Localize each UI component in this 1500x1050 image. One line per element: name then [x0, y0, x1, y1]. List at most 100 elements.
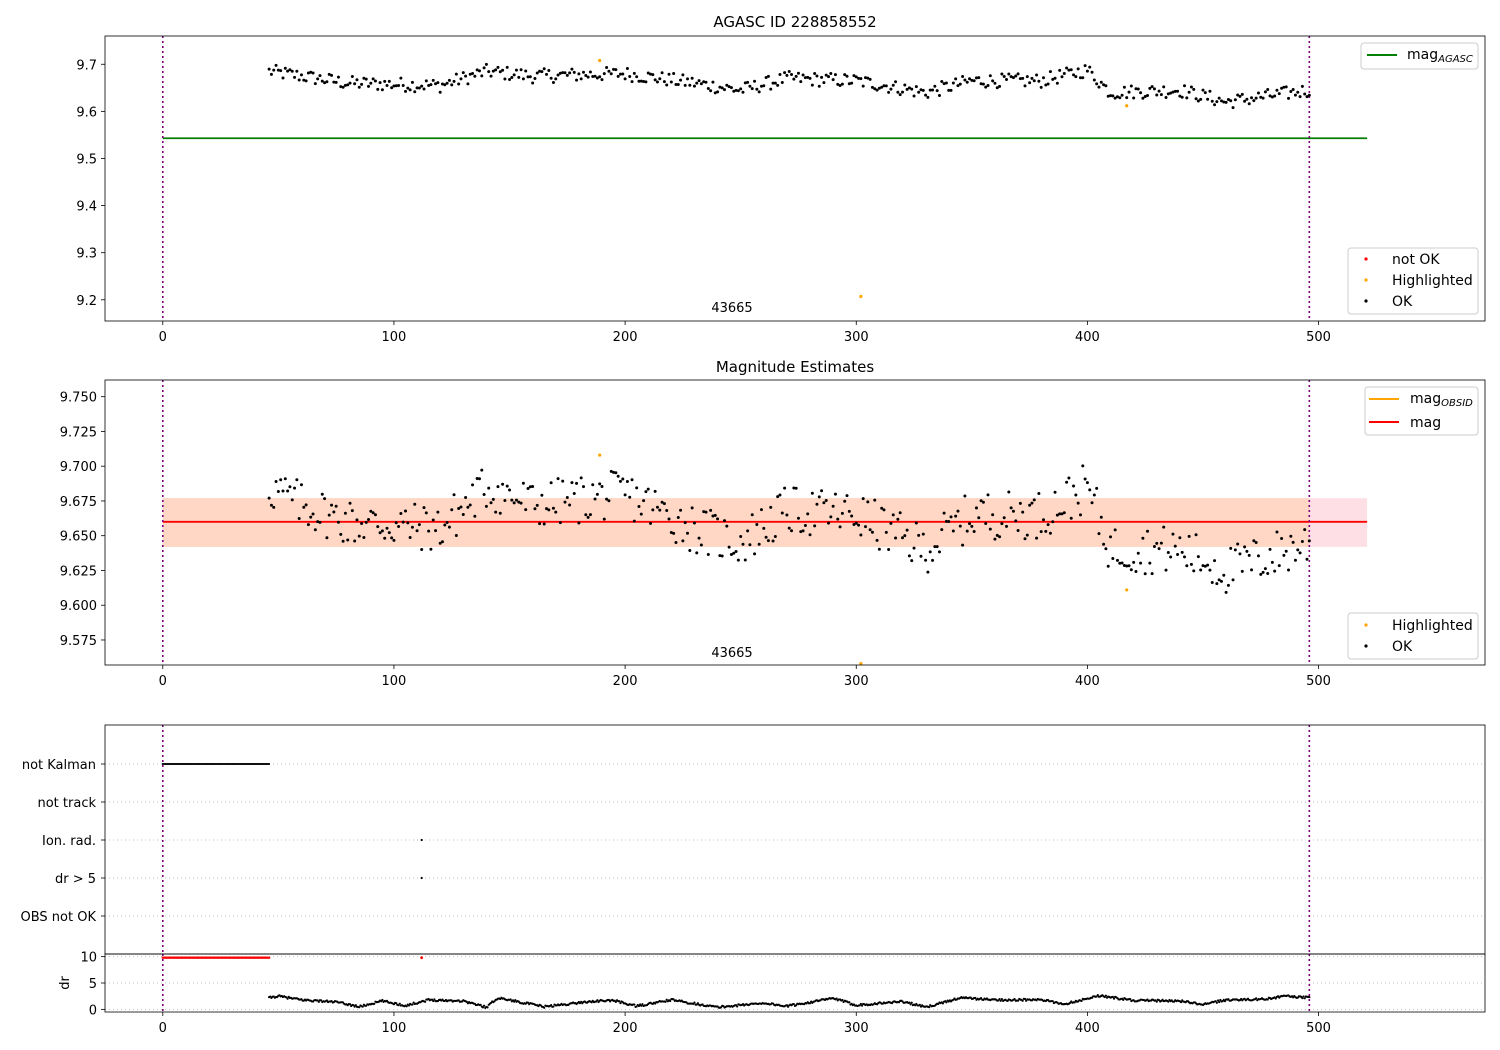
ok-point	[623, 77, 627, 81]
ok-point	[457, 506, 461, 510]
ok-point	[565, 495, 569, 499]
ok-point	[736, 558, 740, 562]
ok-point	[824, 498, 828, 502]
ok-point	[1069, 516, 1073, 520]
ok-point	[279, 69, 283, 73]
flag-point	[420, 876, 423, 880]
ok-point	[743, 558, 747, 562]
ok-point	[1229, 99, 1233, 103]
ok-point	[607, 499, 611, 503]
ok-point	[1305, 557, 1309, 561]
ok-point	[360, 521, 364, 525]
ok-point	[1210, 99, 1214, 103]
ok-point	[850, 81, 854, 85]
ok-point	[1085, 69, 1089, 73]
ok-point	[1247, 102, 1251, 106]
ok-point	[1109, 94, 1113, 98]
dr-point	[696, 1002, 700, 1005]
ok-point	[762, 526, 766, 530]
ok-point	[556, 477, 560, 481]
ok-point	[1201, 88, 1205, 92]
ok-point	[1196, 99, 1200, 103]
ok-point	[422, 87, 426, 91]
ok-point	[1261, 570, 1265, 574]
ok-point	[1136, 87, 1140, 91]
ok-point	[1127, 564, 1131, 568]
ok-point	[676, 82, 680, 86]
ok-point	[1104, 547, 1108, 551]
ok-point	[415, 529, 419, 533]
ok-point	[725, 83, 729, 87]
ok-point	[1104, 84, 1108, 88]
ok-point	[702, 510, 706, 514]
ok-point	[944, 519, 948, 523]
ok-point	[1268, 547, 1272, 551]
ok-point	[727, 85, 731, 89]
ok-point	[276, 68, 280, 72]
ok-point	[926, 570, 930, 574]
ok-point	[616, 74, 620, 78]
ok-point	[1152, 87, 1156, 91]
ok-point	[1125, 96, 1129, 100]
ok-point	[394, 84, 398, 88]
ok-point	[339, 532, 343, 536]
dr-point	[1129, 997, 1132, 1001]
ok-point	[346, 538, 350, 542]
ok-point	[575, 481, 579, 485]
ok-point	[806, 75, 810, 79]
ok-point	[905, 528, 909, 532]
y-tick-label: 9.3	[76, 247, 97, 262]
ok-point	[528, 485, 532, 489]
ok-point	[859, 533, 863, 537]
ok-point	[461, 71, 465, 75]
ok-point	[1041, 518, 1045, 522]
ok-point	[1090, 501, 1094, 505]
dr-point	[1073, 1001, 1076, 1004]
ok-point	[1115, 558, 1119, 562]
ok-point	[741, 542, 745, 546]
ok-point	[884, 84, 888, 88]
dr-point	[354, 1004, 357, 1007]
dr-point	[1302, 995, 1305, 998]
ok-point	[554, 77, 558, 81]
ok-point	[773, 81, 777, 85]
ok-point	[475, 476, 479, 480]
dr-point	[1112, 997, 1116, 1000]
ok-point	[889, 87, 893, 91]
ok-point	[1157, 89, 1161, 93]
ok-point	[833, 492, 837, 496]
ok-point	[498, 511, 502, 515]
ok-point	[521, 481, 525, 485]
ok-point	[290, 69, 294, 73]
ok-point	[813, 524, 817, 528]
panel-1-legend-points: not OK Highlighted OK	[1347, 247, 1479, 315]
category-label: not Kalman	[22, 758, 96, 773]
x-tick-label: 500	[1306, 674, 1331, 689]
ok-point	[1300, 540, 1304, 544]
ok-point	[306, 71, 310, 75]
ok-point	[602, 72, 606, 76]
ok-point	[445, 521, 449, 525]
dr-point	[407, 1004, 411, 1007]
ok-point	[612, 67, 616, 71]
ok-point	[1051, 77, 1055, 81]
ok-point	[595, 76, 599, 80]
ok-point	[540, 493, 544, 497]
ok-point	[431, 518, 435, 522]
ok-point	[1155, 93, 1159, 97]
ok-point	[1139, 561, 1143, 565]
ok-point	[1011, 76, 1015, 80]
ok-point	[642, 499, 646, 503]
x-tick-label: 100	[382, 330, 407, 345]
ok-point	[415, 86, 419, 90]
ok-point	[970, 78, 974, 82]
ok-point	[316, 520, 320, 524]
ok-point	[1238, 94, 1242, 98]
dr-point	[411, 1003, 414, 1006]
ok-point	[940, 79, 944, 83]
y-tick-label: 9.725	[60, 425, 97, 440]
ok-point	[1217, 578, 1221, 582]
ok-point	[440, 82, 444, 86]
ok-point	[1206, 563, 1210, 567]
ok-point	[283, 66, 287, 70]
